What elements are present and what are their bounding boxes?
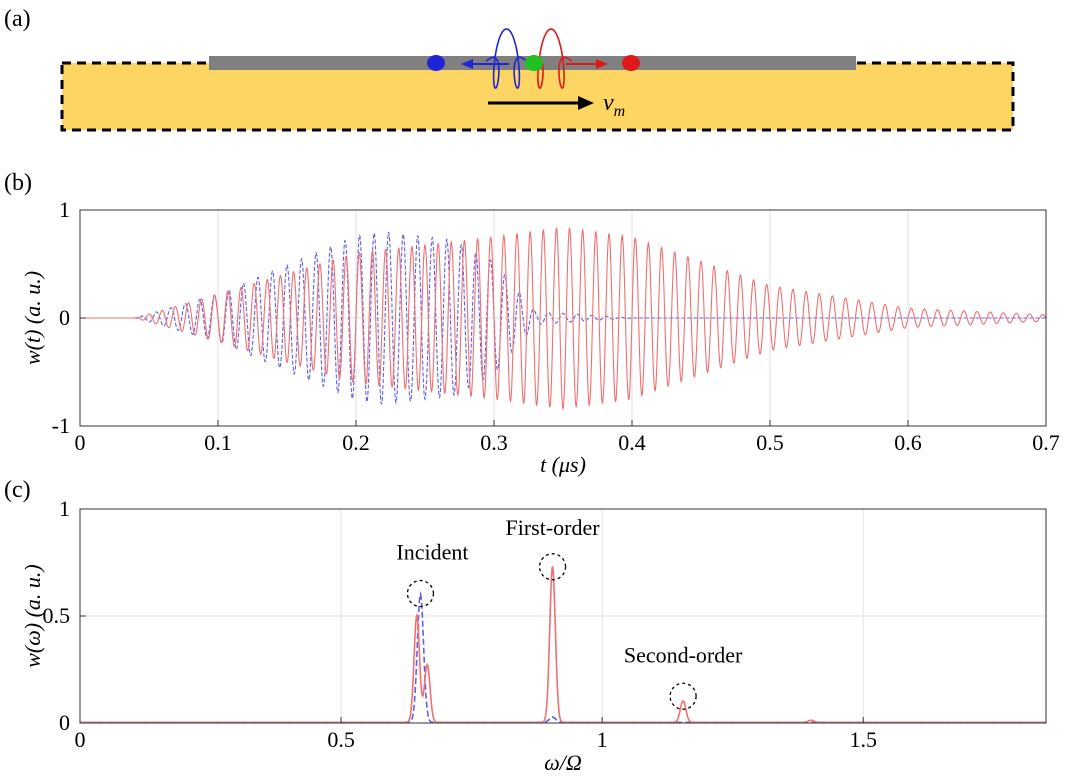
annotation-circle [669,682,697,710]
x-tick-label: 1.5 [849,727,877,752]
spectrum-chart-xlabel: ω/Ω [544,750,582,775]
modulated-time-signal-line [80,227,1047,411]
receiver-dot-left [427,55,445,71]
time-chart-ticks: 0 0.1 0.2 0.3 0.4 0.5 0.6 0.7-101 [52,197,1060,455]
x-tick-label: 0 [75,727,86,752]
x-tick-label: 0.2 [342,430,370,455]
frequency-spectrum-chart: 0 0.5 1 1.5 0 0.5 1 Incident First-order Second-… [20,496,1047,775]
x-tick-label: 1 [597,727,608,752]
converted-wave-packet [529,28,573,89]
incident-spectrum-line [80,590,1046,724]
x-tick-label: 0.6 [894,430,922,455]
annotation-label: First-order [506,515,601,540]
x-tick-label: 0.3 [480,430,508,455]
y-tick-label: 1 [59,496,70,521]
annotation-label: Incident [396,540,468,565]
x-tick-label: 0.7 [1032,430,1060,455]
time-chart-ylabel: w(t) (a. u.) [20,271,45,365]
y-tick-label: 0 [59,710,70,735]
schematic-panel: vm [60,28,1015,132]
annotation-circle [406,579,435,608]
velocity-label: vm [603,90,625,120]
y-tick-label: 0.5 [43,603,71,628]
x-tick-label: 0.5 [327,727,355,752]
y-tick-label: 0 [59,305,70,330]
modulation-velocity-arrow [488,96,594,110]
annotation-label: Second-order [624,642,743,667]
x-tick-label: 0.1 [204,430,232,455]
incident-wave-packet [485,28,528,89]
x-tick-label: 0.4 [618,430,646,455]
time-domain-chart: 0 0.1 0.2 0.3 0.4 0.5 0.6 0.7-101 t (μs) w(t) (… [20,197,1060,477]
spectrum-chart-ticks: 0 0.5 1 1.5 0 0.5 1 [43,496,877,752]
panel-label-b: (b) [4,170,32,196]
incident-time-signal-line [80,231,1046,405]
spectrum-chart-grid [80,509,1046,723]
y-tick-label: -1 [52,413,70,438]
spectrum-chart-ylabel: w(ω) (a. u.) [20,564,45,668]
right-propagation-arrow [566,59,608,69]
source-dot [525,55,543,71]
receiver-dot-right [622,55,640,71]
panel-label-a: (a) [4,6,31,32]
x-tick-label: 0 [75,430,86,455]
time-chart-xlabel: t (μs) [540,452,586,477]
y-tick-label: 1 [59,197,70,222]
left-propagation-arrow [461,59,509,69]
panel-label-c: (c) [4,477,31,503]
annotation-circle [538,553,567,581]
x-tick-label: 0.5 [756,430,784,455]
modulated-spectrum-line [80,566,1046,724]
spectrum-annotations: Incident First-order Second-order [396,515,743,710]
